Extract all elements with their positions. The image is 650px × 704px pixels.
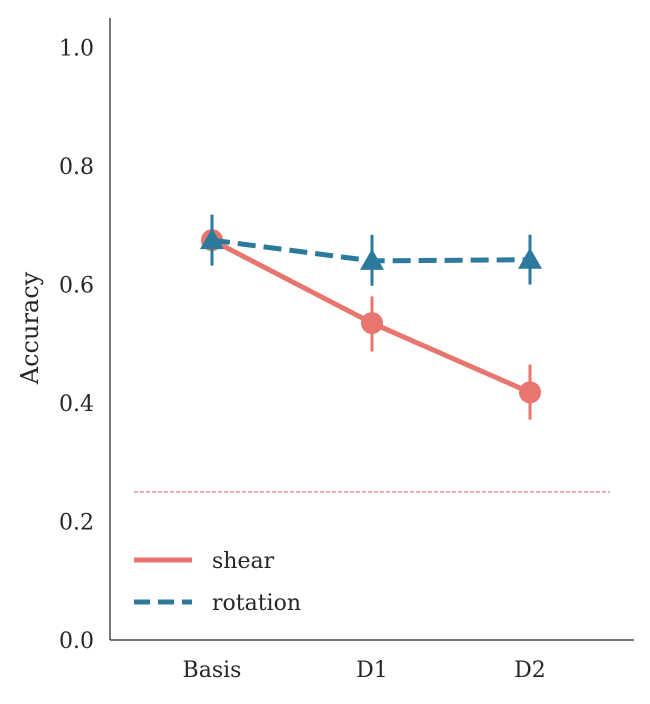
data-point-circle xyxy=(361,312,383,335)
legend-label-shear: shear xyxy=(212,549,275,574)
data-point-triangle xyxy=(200,228,224,250)
y-tick-label: 0.0 xyxy=(59,629,94,654)
data-point-triangle xyxy=(360,248,384,270)
x-tick-label: D2 xyxy=(514,658,546,683)
y-tick-label: 0.6 xyxy=(59,274,94,299)
y-tick-label: 0.8 xyxy=(59,155,94,180)
x-tick-label: D1 xyxy=(356,658,388,683)
legend: shear rotation xyxy=(134,549,301,616)
y-tick-label: 1.0 xyxy=(59,37,94,62)
y-tick-label: 0.2 xyxy=(59,511,94,536)
series-layer xyxy=(200,214,542,420)
y-axis-label: Accuracy xyxy=(16,271,44,385)
y-tick-label: 0.4 xyxy=(59,392,94,417)
ticks: 0.0 0.2 0.4 0.6 0.8 1.0 Basis D1 D2 xyxy=(59,37,546,683)
x-tick-label: Basis xyxy=(183,658,242,683)
data-point-circle xyxy=(519,381,541,404)
legend-label-rotation: rotation xyxy=(212,591,301,616)
axes xyxy=(109,18,634,641)
data-point-triangle xyxy=(518,247,542,269)
series-rotation xyxy=(200,214,542,286)
